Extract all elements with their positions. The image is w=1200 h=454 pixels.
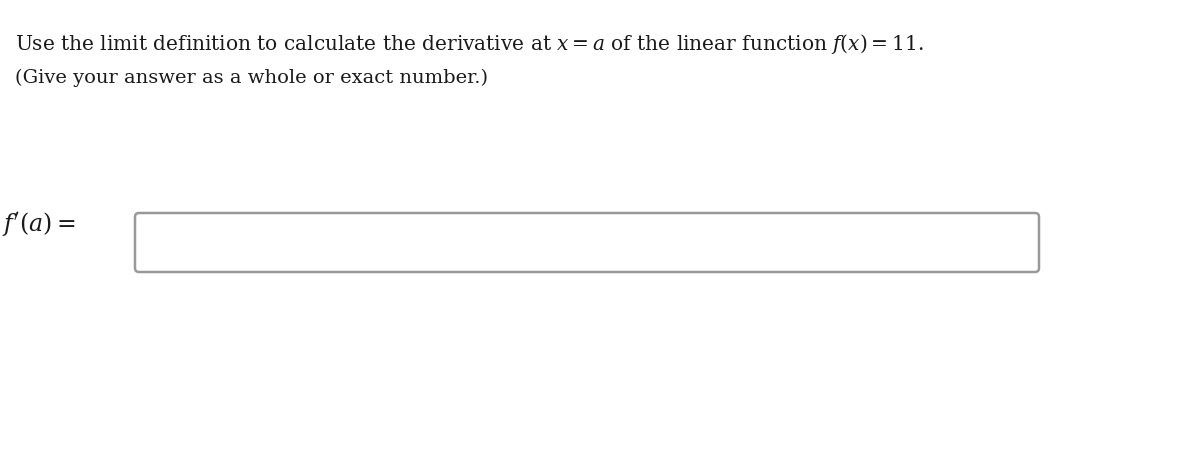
Text: (Give your answer as a whole or exact number.): (Give your answer as a whole or exact nu… — [14, 69, 488, 87]
Text: Use the limit definition to calculate the derivative at $x = a$ of the linear fu: Use the limit definition to calculate th… — [14, 32, 924, 56]
FancyBboxPatch shape — [134, 213, 1039, 272]
Text: $f'(a) =$: $f'(a) =$ — [1, 210, 74, 238]
